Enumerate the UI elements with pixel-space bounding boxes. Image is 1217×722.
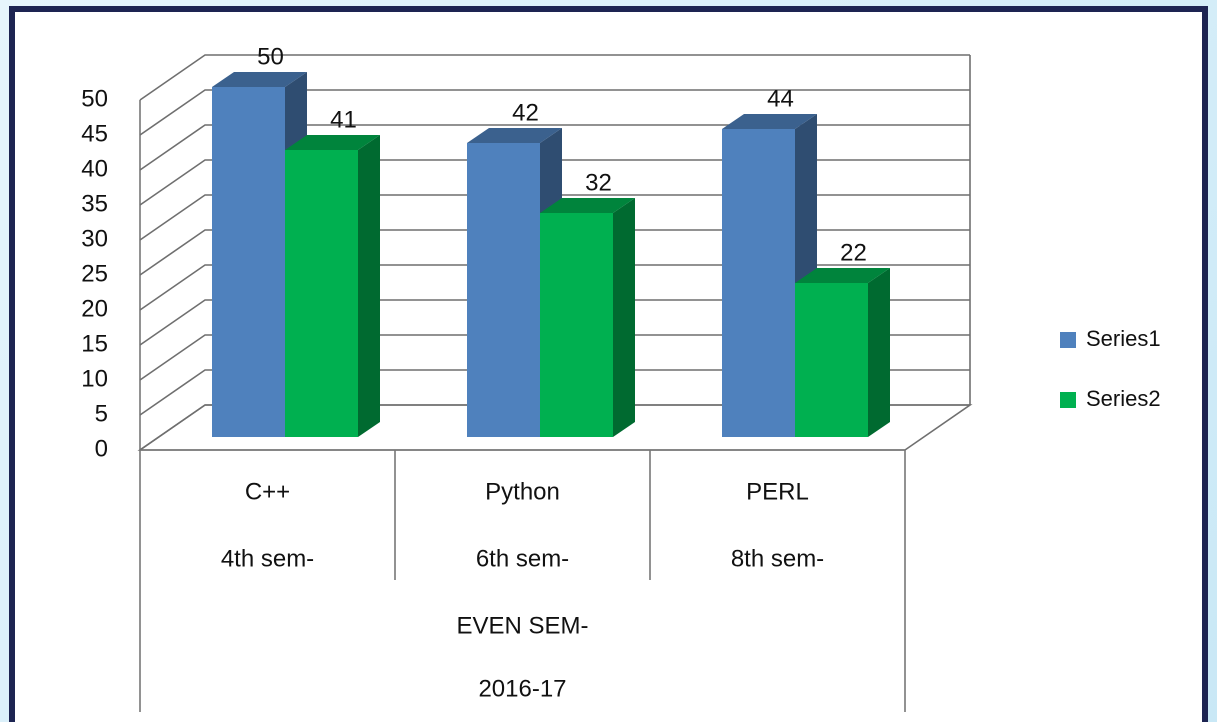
grid-line	[139, 264, 970, 311]
legend-label: Series1	[1086, 326, 1161, 351]
bar-top	[285, 135, 380, 150]
x-tick-label: PERL	[746, 478, 809, 505]
bar-top	[467, 128, 562, 143]
bar-front	[285, 150, 358, 437]
x-subcategory-label: 4th sem-	[221, 545, 314, 572]
grid-line	[139, 54, 970, 101]
data-label: 42	[512, 99, 539, 126]
y-tick-label: 45	[81, 120, 108, 147]
y-tick-label: 35	[81, 190, 108, 217]
grid-line	[139, 299, 970, 346]
y-tick-label: 50	[81, 85, 108, 112]
bar-top	[795, 268, 890, 283]
grid-line	[139, 194, 970, 241]
bar-front	[540, 213, 613, 437]
x-subcategory-label: 8th sem-	[731, 545, 824, 572]
y-tick-label: 30	[81, 225, 108, 252]
x-tick-label: C++	[245, 478, 290, 505]
bar-top	[722, 114, 817, 129]
bar	[285, 135, 380, 437]
legend-label: Series2	[1086, 386, 1161, 411]
y-tick-label: 0	[95, 435, 108, 462]
data-label: 32	[585, 169, 612, 196]
grid-line	[139, 369, 970, 416]
data-label: 50	[257, 43, 284, 70]
x-subcategory-label: 6th sem-	[476, 545, 569, 572]
bar-side	[868, 268, 890, 437]
grid-line	[139, 89, 970, 136]
x-tick-label: Python	[485, 478, 560, 505]
grid-line	[139, 229, 970, 276]
data-label: 22	[840, 239, 867, 266]
data-label: 44	[767, 85, 794, 112]
bar-side	[613, 198, 635, 437]
y-tick-label: 20	[81, 295, 108, 322]
grid-line	[139, 124, 970, 171]
y-tick-label: 10	[81, 365, 108, 392]
bar-top	[540, 198, 635, 213]
bar-front	[795, 283, 868, 437]
bar	[795, 268, 890, 437]
bar-top	[212, 72, 307, 87]
bar-front	[722, 129, 795, 437]
grid-line	[139, 159, 970, 206]
bar-front	[212, 87, 285, 437]
y-tick-label: 40	[81, 155, 108, 182]
x-group-label: 2016-17	[478, 675, 566, 702]
grid-line	[139, 334, 970, 381]
bar-side	[358, 135, 380, 437]
y-tick-label: 25	[81, 260, 108, 287]
grid-line	[139, 404, 970, 451]
legend-swatch	[1060, 392, 1076, 408]
data-label: 41	[330, 106, 357, 133]
y-tick-label: 15	[81, 330, 108, 357]
y-tick-label: 5	[95, 400, 108, 427]
x-group-label: EVEN SEM-	[456, 612, 588, 639]
bar	[540, 198, 635, 437]
bar-front	[467, 143, 540, 437]
legend-swatch	[1060, 332, 1076, 348]
